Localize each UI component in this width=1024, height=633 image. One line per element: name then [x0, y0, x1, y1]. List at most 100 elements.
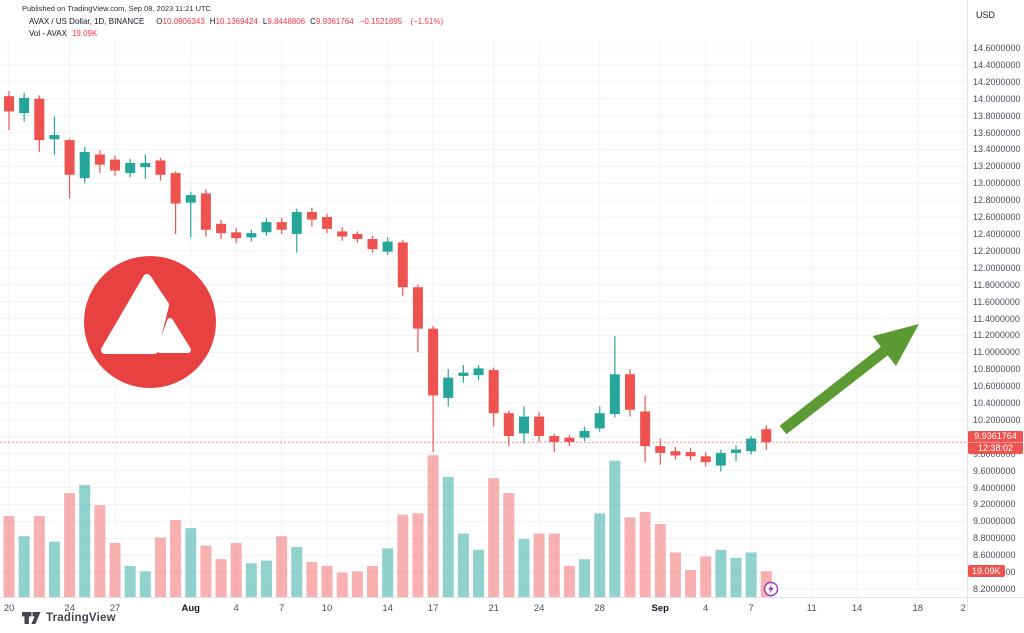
price-axis-tick: 10.8000000	[973, 364, 1021, 375]
volume-bar	[200, 545, 212, 597]
price-axis-tick: 13.0000000	[973, 178, 1021, 189]
price-axis-tick: 12.8000000	[973, 195, 1021, 206]
volume-bar	[548, 533, 560, 597]
candle-body	[458, 372, 469, 376]
volume-legend: Vol - AVAX 19.09K	[29, 29, 97, 38]
time-axis-tick: 24	[533, 603, 545, 614]
price-axis-tick: 12.2000000	[973, 245, 1021, 256]
candle-body	[534, 416, 545, 436]
candle-body	[19, 97, 30, 114]
volume-bar	[503, 493, 515, 597]
candle-body	[140, 162, 151, 168]
volume-bar	[518, 538, 530, 597]
volume-bar	[412, 513, 424, 597]
symbol-title[interactable]: AVAX / US Dollar, 1D, BINANCE	[29, 17, 145, 26]
time-axis[interactable]: 20 24 27 Aug 4 7 10 14 17 21 24 28 Sep 4 7 11 14 18 2	[0, 600, 968, 616]
ohlc-letter: C	[310, 17, 316, 26]
chart-legend: AVAX / US Dollar, 1D, BINANCE O10.0906343…	[29, 17, 443, 26]
candle-body	[488, 370, 499, 414]
price-axis-tick: 10.2000000	[973, 414, 1021, 425]
ohlc-values: O10.0906343 H10.1369424 L9.8448806 C9.93617…	[151, 17, 353, 26]
price-axis-tick: 10.6000000	[973, 381, 1021, 392]
volume-bar	[33, 516, 45, 597]
candle-body	[306, 211, 317, 220]
ohlc-value: 9.8448806	[267, 17, 306, 26]
volume-bar	[654, 524, 666, 597]
price-axis-tick: 9.0000000	[973, 516, 1016, 527]
candle-body	[79, 151, 90, 179]
candle-body	[170, 173, 181, 204]
volume-bar	[306, 561, 318, 597]
volume-bar	[473, 549, 485, 597]
candle-body	[261, 222, 272, 233]
candle-body	[110, 159, 121, 171]
candle-body	[579, 430, 590, 438]
price-axis-tick: 11.0000000	[973, 347, 1020, 358]
time-axis-tick: 4	[703, 603, 709, 614]
volume-bar	[79, 484, 91, 597]
volume-bar	[94, 505, 106, 597]
volume-bar	[230, 543, 242, 597]
volume-bar	[685, 570, 697, 597]
time-axis-tick: 18	[912, 603, 924, 614]
time-axis-tick: Sep	[651, 603, 669, 614]
price-axis-tick: 8.6000000	[973, 550, 1016, 561]
volume-bar	[48, 541, 60, 597]
volume-bar	[730, 557, 742, 597]
candle-body	[655, 446, 666, 453]
price-axis-tick: 8.2000000	[973, 584, 1016, 594]
price-axis-tick: 9.8000000	[973, 448, 1016, 459]
volume-bar	[215, 559, 227, 597]
candle-body	[715, 452, 726, 466]
price-axis-tick: 11.8000000	[973, 279, 1020, 290]
price-axis-tick: 11.4000000	[973, 313, 1020, 324]
volume-bar	[109, 543, 121, 597]
candle-body	[231, 232, 242, 239]
candle-body	[246, 233, 257, 238]
time-axis-tick: 7	[748, 603, 754, 614]
publish-line: Published on TradingView.com, Sep 08, 20…	[22, 4, 212, 13]
volume-bar	[124, 565, 136, 597]
time-axis-tick: 20	[3, 603, 15, 614]
candle-body	[200, 193, 211, 230]
time-axis-tick: 27	[109, 603, 121, 614]
volume-bar	[609, 460, 621, 597]
volume-bar	[321, 565, 333, 597]
price-axis-tick: 14.0000000	[973, 93, 1021, 104]
candle-body	[64, 140, 75, 175]
volume-bar	[533, 533, 545, 597]
volume-bar	[139, 571, 151, 597]
time-axis-tick: 21	[488, 603, 499, 614]
candle-body	[670, 451, 681, 456]
price-axis-tick: 11.2000000	[973, 330, 1020, 341]
tradingview-logo[interactable]: TradingView	[22, 611, 116, 625]
volume-bar	[336, 572, 348, 597]
time-axis-tick: 14	[382, 603, 393, 614]
change-absolute: −0.1521895	[359, 17, 403, 26]
volume-legend-value: 19.09K	[71, 29, 98, 38]
price-axis[interactable]: USD 14.6000000 14.4000000 14.2000000 14.000…	[968, 0, 1024, 633]
tradingview-logo-icon	[22, 612, 41, 624]
candle-body	[761, 429, 772, 443]
tradingview-logo-text: TradingView	[46, 612, 116, 624]
last-price-label: 9.9361764 12:38:02	[968, 430, 1023, 454]
price-axis-tick: 14.4000000	[973, 59, 1021, 70]
volume-bar	[715, 549, 727, 597]
candle-body	[49, 135, 60, 140]
ohlc-letter: H	[209, 17, 216, 26]
volume-bar	[154, 537, 166, 597]
candle-body	[609, 374, 620, 415]
ohlc-value: 10.0906343	[162, 17, 205, 26]
ohlc-letter: L	[262, 17, 268, 26]
candle-body	[125, 162, 136, 174]
volume-bar	[185, 528, 197, 597]
price-axis-tick: 13.8000000	[973, 110, 1021, 121]
price-axis-tick: 13.2000000	[973, 161, 1021, 172]
price-axis-tick: 12.0000000	[973, 262, 1021, 273]
candle-body	[549, 435, 560, 442]
candle-body	[412, 287, 423, 329]
candle-body	[367, 239, 378, 250]
volume-legend-label[interactable]: Vol - AVAX	[29, 29, 67, 38]
bar-countdown: 12:38:02	[968, 441, 1023, 454]
